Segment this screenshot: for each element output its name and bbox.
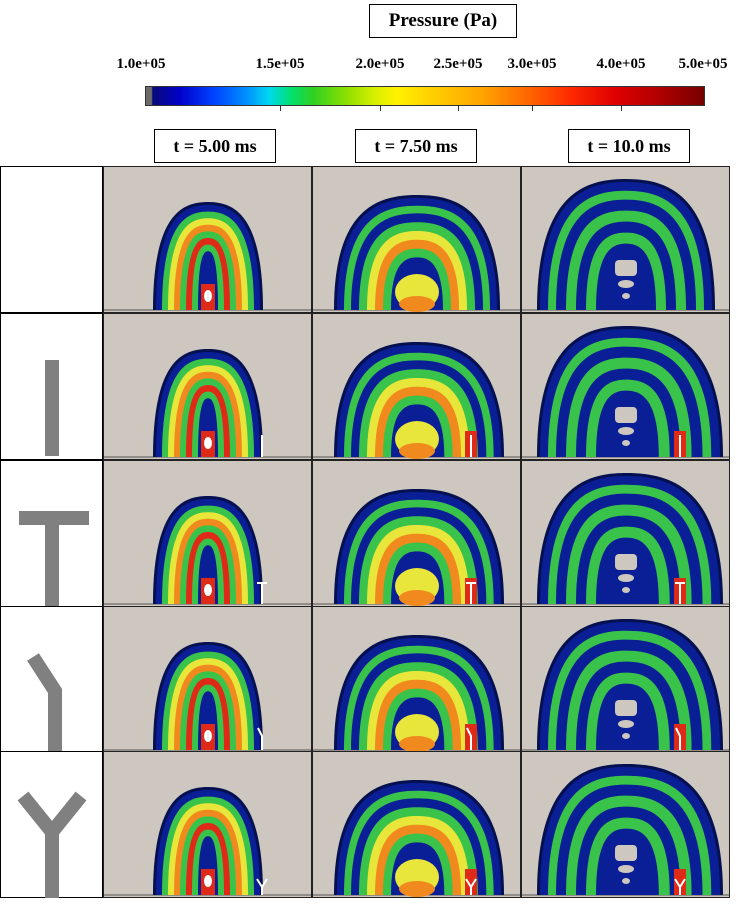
pressure-contour <box>522 473 729 605</box>
obstacle-shape-Y <box>0 751 103 898</box>
pressure-contour <box>313 342 520 459</box>
pressure-field-panel <box>521 313 730 460</box>
colorbar-title: Pressure (Pa) <box>369 4 517 38</box>
obstacle-icon <box>1 167 104 314</box>
obstacle-shape-none <box>0 166 103 313</box>
pressure-contour <box>104 202 311 311</box>
pressure-contour <box>104 787 311 896</box>
pressure-contour <box>522 326 729 458</box>
pressure-field-panel <box>103 606 312 753</box>
pressure-field-panel <box>103 313 312 460</box>
colorbar-tick <box>532 106 533 111</box>
time-label-5ms: t = 5.00 ms <box>154 129 276 163</box>
pressure-field-panel <box>521 606 730 753</box>
pressure-contour <box>104 496 311 605</box>
obstacle-icon <box>27 653 62 753</box>
colorbar-tick <box>280 106 281 111</box>
time-label-10ms: t = 10.0 ms <box>568 129 690 163</box>
pressure-contour <box>313 195 520 312</box>
colorbar-tick <box>458 106 459 111</box>
colorbar-tick-label: 3.0e+05 <box>507 56 557 72</box>
pressure-contour <box>313 780 520 897</box>
pressure-contour <box>522 179 729 311</box>
time-label-7_5ms: t = 7.50 ms <box>355 129 477 163</box>
pressure-contour <box>104 642 311 751</box>
pressure-field-panel <box>312 751 521 898</box>
pressure-field-panel <box>521 751 730 898</box>
pressure-field-panel <box>521 460 730 607</box>
pressure-field-panel <box>103 460 312 607</box>
colorbar-tick-label: 1.0e+05 <box>116 56 166 72</box>
pressure-contour <box>104 349 311 458</box>
obstacle-shape-bent <box>0 606 103 753</box>
pressure-contour <box>313 489 520 606</box>
colorbar <box>145 86 705 106</box>
pressure-field-panel <box>312 166 521 313</box>
pressure-field-panel <box>103 166 312 313</box>
pressure-contour <box>313 635 520 752</box>
colorbar-tick <box>380 106 381 111</box>
obstacle-icon <box>17 791 87 898</box>
pressure-field-panel <box>312 313 521 460</box>
pressure-contour <box>522 764 729 896</box>
pressure-field-panel <box>312 460 521 607</box>
colorbar-tick-label: 5.0e+05 <box>678 56 728 72</box>
pressure-field-panel <box>312 606 521 753</box>
obstacle-icon <box>19 511 89 607</box>
colorbar-tick-label: 2.0e+05 <box>355 56 405 72</box>
pressure-contour <box>522 619 729 751</box>
obstacle-shape-I <box>0 313 103 460</box>
colorbar-tick-label: 4.0e+05 <box>596 56 646 72</box>
obstacle-icon <box>45 360 59 456</box>
pressure-field-panel <box>103 751 312 898</box>
pressure-field-panel <box>521 166 730 313</box>
colorbar-tick-label: 1.5e+05 <box>255 56 305 72</box>
colorbar-tick-label: 2.5e+05 <box>433 56 483 72</box>
colorbar-tick <box>621 106 622 111</box>
obstacle-shape-T <box>0 460 103 607</box>
